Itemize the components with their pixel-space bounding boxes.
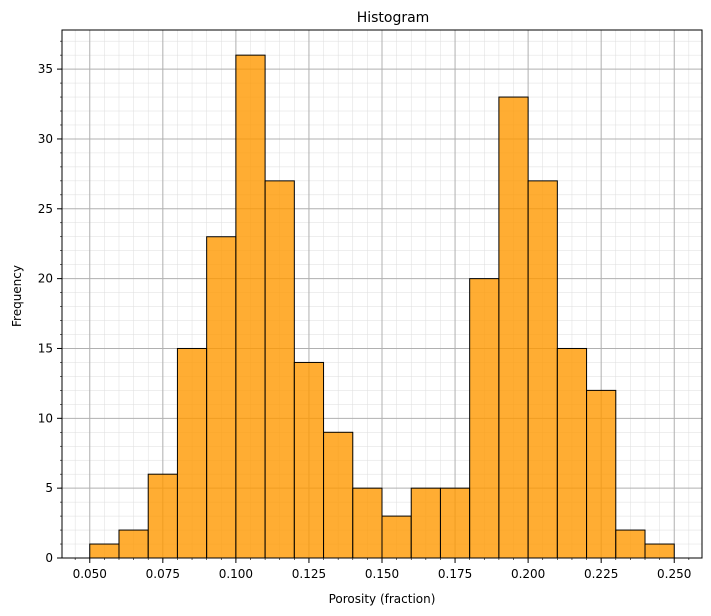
histogram-bar (469, 278, 500, 559)
histogram-bar (615, 529, 646, 559)
x-tick-label: 0.200 (511, 567, 545, 581)
y-axis-title: Frequency (10, 265, 24, 327)
x-axis: 0.050 0.075 0.100 0.125 0.150 0.175 0.200 0.225… (73, 558, 691, 581)
histogram-bar (235, 54, 266, 559)
histogram-bar (410, 487, 441, 559)
x-tick-label: 0.050 (73, 567, 107, 581)
histogram-bar (206, 236, 237, 559)
x-tick-label: 0.250 (657, 567, 691, 581)
x-tick-label: 0.175 (438, 567, 472, 581)
histogram-bar (527, 180, 558, 559)
histogram-bar (89, 543, 120, 559)
histogram-bar (644, 543, 675, 559)
histogram-bar (498, 96, 529, 559)
y-tick-label: 35 (38, 62, 53, 76)
x-tick-label: 0.075 (146, 567, 180, 581)
y-tick-label: 5 (45, 481, 53, 495)
y-tick-label: 10 (38, 411, 53, 425)
histogram-bar (586, 389, 617, 559)
histogram-bar (352, 487, 383, 559)
x-tick-label: 0.150 (365, 567, 399, 581)
histogram-bar (381, 515, 412, 559)
histogram-bars (89, 54, 675, 559)
histogram-bar (118, 529, 149, 559)
y-tick-label: 20 (38, 272, 53, 286)
x-tick-label: 0.100 (219, 567, 253, 581)
histogram-bar (264, 180, 295, 559)
x-tick-label: 0.225 (584, 567, 618, 581)
histogram-bar (293, 361, 325, 559)
chart-title: Histogram (357, 10, 430, 26)
histogram-bar (556, 347, 588, 559)
y-tick-label: 25 (38, 202, 53, 216)
histogram-bar (176, 347, 208, 559)
histogram-bar (323, 431, 354, 559)
y-tick-label: 0 (45, 551, 53, 565)
y-tick-label: 15 (38, 341, 53, 355)
histogram-bar (439, 487, 471, 559)
x-tick-label: 0.125 (292, 567, 326, 581)
histogram-bar (147, 473, 178, 559)
y-tick-label: 30 (38, 132, 53, 146)
x-axis-title: Porosity (fraction) (329, 592, 436, 606)
y-axis: 0 5 10 15 20 25 30 35 (38, 40, 62, 565)
